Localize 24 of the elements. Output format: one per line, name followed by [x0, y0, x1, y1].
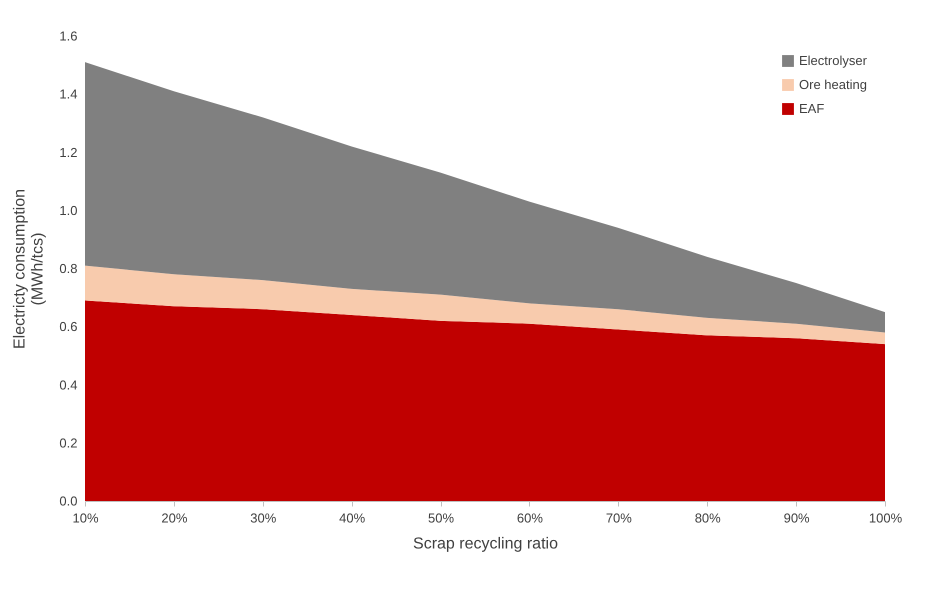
x-tick-label: 70% [606, 510, 632, 526]
legend-label: Electrolyser [799, 53, 868, 68]
x-tick-label: 60% [516, 510, 544, 526]
y-tick-label: 1.6 [59, 28, 78, 44]
x-axis-title: Scrap recycling ratio [413, 536, 558, 552]
legend-label: Ore heating [799, 77, 867, 92]
x-tick-label: 90% [784, 510, 810, 526]
y-tick-label: 1.4 [59, 86, 78, 102]
x-tick-label: 50% [428, 510, 454, 526]
y-tick-label: 0.6 [59, 319, 78, 334]
y-tick-label: 0.8 [59, 261, 78, 276]
x-tick-label: 20% [161, 510, 188, 526]
x-tick-label: 100% [868, 510, 903, 526]
x-tick-label: 40% [339, 510, 366, 526]
x-tick-label: 80% [694, 510, 722, 526]
y-tick-label: 0.2 [59, 435, 78, 450]
y-tick-label: 0.4 [59, 377, 78, 392]
x-tick-label: 30% [250, 510, 277, 526]
y-axis-title: Electricty consumption (MWh/tcs) [11, 188, 46, 350]
y-tick-label: 1.2 [59, 144, 78, 160]
legend-label: EAF [799, 101, 824, 116]
y-tick-label: 0.0 [59, 494, 78, 508]
x-tick-label: 10% [72, 510, 99, 526]
y-tick-label: 1.0 [59, 202, 78, 218]
